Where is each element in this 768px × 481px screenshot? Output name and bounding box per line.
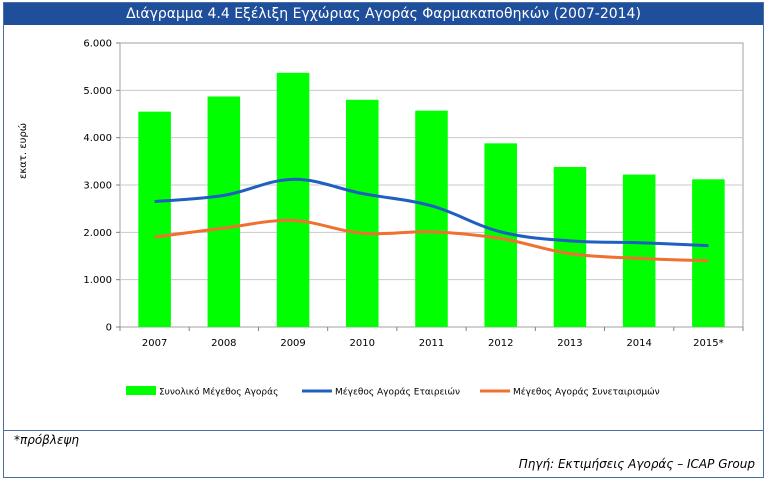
y-tick-label: 5.000 bbox=[83, 86, 112, 97]
legend-label-2: Μέγεθος Αγοράς Εταιρειών bbox=[335, 387, 460, 398]
chart-title: Διάγραμμα 4.4 Εξέλιξη Εγχώριας Αγοράς Φα… bbox=[4, 3, 763, 25]
chart-frame: Διάγραμμα 4.4 Εξέλιξη Εγχώριας Αγοράς Φα… bbox=[3, 2, 764, 478]
series-line-1 bbox=[154, 177, 709, 248]
y-tick-label: 6.000 bbox=[83, 39, 112, 50]
y-axis-label: εκατ. ευρώ bbox=[17, 123, 29, 179]
y-tick-label: 3.000 bbox=[83, 181, 112, 192]
x-tick-label: 2007 bbox=[142, 338, 167, 349]
y-tick-label: 0 bbox=[106, 323, 112, 334]
bar bbox=[692, 179, 725, 327]
x-tick-label: 2011 bbox=[419, 338, 444, 349]
x-tick-label: 2010 bbox=[350, 338, 375, 349]
x-tick-label: 2014 bbox=[626, 338, 651, 349]
chart-area: 0 1.000 2.000 3.000 4.000 5.000 6.000 εκατ. ευρ… bbox=[17, 39, 744, 398]
source-text: Πηγή: Εκτιμήσεις Αγοράς – ICAP Group bbox=[518, 457, 755, 471]
divider bbox=[4, 430, 763, 431]
forecast-note: *πρόβλεψη bbox=[14, 433, 79, 447]
bar bbox=[276, 72, 310, 327]
x-tick-label: 2012 bbox=[488, 338, 513, 349]
bar bbox=[415, 110, 448, 327]
y-tick-label: 1.000 bbox=[83, 275, 112, 286]
bar bbox=[138, 111, 171, 327]
series-line-2 bbox=[154, 218, 709, 263]
y-tick-label: 2.000 bbox=[83, 228, 112, 239]
bar bbox=[207, 96, 241, 327]
legend-swatch-bar bbox=[126, 386, 156, 395]
bar bbox=[622, 174, 656, 327]
bar bbox=[553, 167, 587, 327]
x-tick-label: 2015* bbox=[693, 338, 723, 349]
x-tick-label: 2008 bbox=[211, 338, 236, 349]
x-tick-label: 2013 bbox=[557, 338, 582, 349]
y-tick-label: 4.000 bbox=[83, 133, 112, 144]
x-tick-label: 2009 bbox=[280, 338, 305, 349]
legend-label-1: Συνολικό Μέγεθος Αγοράς bbox=[159, 387, 278, 398]
legend-label-3: Μέγεθος Αγοράς Συνεταιρισμών bbox=[513, 387, 660, 398]
bar bbox=[346, 99, 379, 327]
